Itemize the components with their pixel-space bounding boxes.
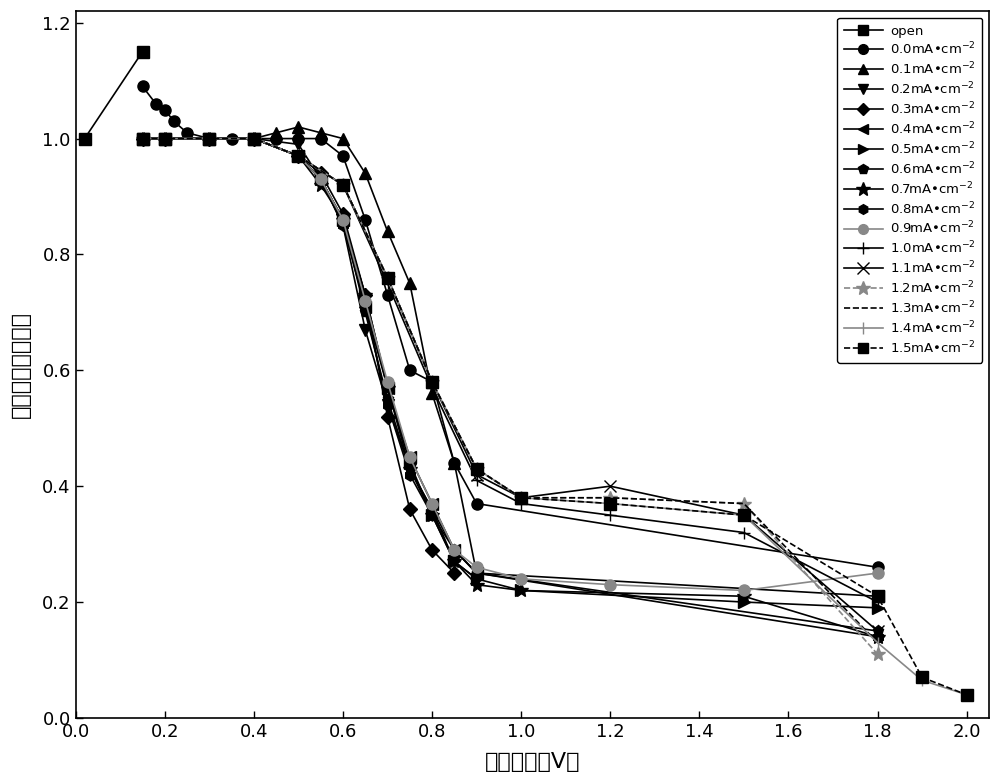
Y-axis label: 归一化吸光度比值: 归一化吸光度比值 — [11, 311, 31, 418]
Legend: open, 0.0mA•cm$^{-2}$, 0.1mA•cm$^{-2}$, 0.2mA•cm$^{-2}$, 0.3mA•cm$^{-2}$, 0.4mA•: open, 0.0mA•cm$^{-2}$, 0.1mA•cm$^{-2}$, … — [837, 18, 982, 363]
X-axis label: 阳极电位（V）: 阳极电位（V） — [485, 752, 580, 772]
